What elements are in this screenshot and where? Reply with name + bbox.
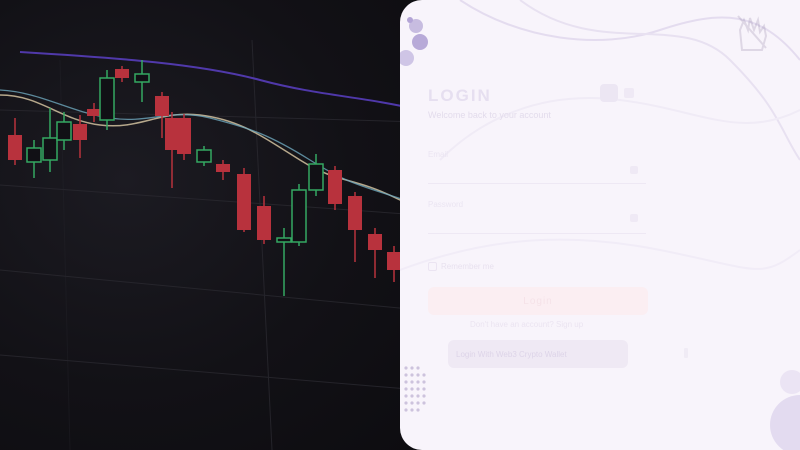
- candle-body: [257, 206, 271, 240]
- login-panel: LOGIN Welcome back to your account Email…: [400, 0, 800, 450]
- candle-body: [348, 196, 362, 230]
- hand-logo-icon: [737, 15, 768, 51]
- candle-body: [87, 109, 101, 116]
- badge-small-icon: [624, 88, 634, 98]
- candle-body: [134, 73, 150, 83]
- candle-body: [387, 252, 401, 270]
- candle-body: [216, 164, 230, 172]
- candle-body: [155, 96, 169, 116]
- email-field[interactable]: [428, 156, 646, 184]
- candle-body: [177, 118, 191, 154]
- candle-body: [368, 234, 382, 250]
- candle-body: [276, 237, 292, 243]
- hero-chart-background: [0, 0, 420, 450]
- login-title: LOGIN: [428, 86, 492, 105]
- candle-body: [42, 137, 58, 161]
- candle-body: [8, 135, 22, 160]
- badge-icon: [600, 84, 618, 102]
- eye-icon[interactable]: [630, 214, 638, 222]
- web3-wallet-login-button[interactable]: Login With Web3 Crypto Wallet: [448, 340, 628, 368]
- candle-body: [308, 163, 324, 191]
- remember-me-checkbox[interactable]: Remember me: [428, 262, 494, 271]
- password-label: Password: [428, 200, 464, 209]
- candle-body: [165, 118, 179, 150]
- signup-link[interactable]: Don't have an account? Sign up: [470, 320, 584, 329]
- candle-body: [328, 170, 342, 204]
- candle-body: [26, 147, 42, 163]
- candle-body: [196, 149, 212, 163]
- login-button[interactable]: Login: [428, 287, 648, 315]
- candle-body: [56, 121, 72, 141]
- candle-body: [99, 77, 115, 121]
- divider-mark: [684, 348, 688, 358]
- email-label: Email: [428, 150, 449, 159]
- candle-body: [115, 69, 129, 78]
- mail-icon: [630, 166, 638, 174]
- candlestick-chart-image: [0, 39, 420, 450]
- candle-body: [237, 174, 251, 230]
- login-subtitle: Welcome back to your account: [428, 110, 551, 120]
- password-field[interactable]: [428, 206, 646, 234]
- remember-me-label: Remember me: [441, 262, 494, 271]
- checkbox-icon[interactable]: [428, 262, 437, 271]
- candle-body: [291, 189, 307, 243]
- candle-body: [73, 124, 87, 140]
